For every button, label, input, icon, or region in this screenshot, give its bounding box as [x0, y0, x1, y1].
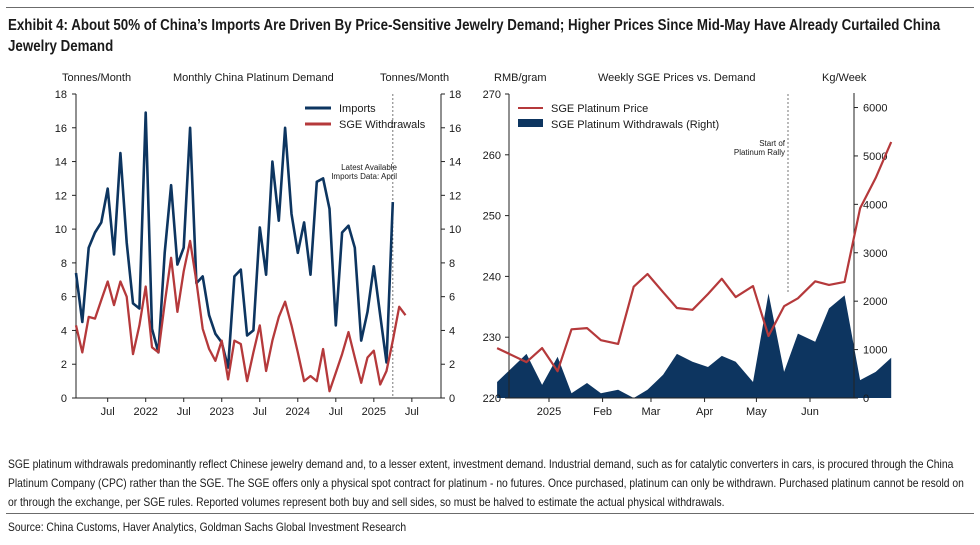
- right-ytick-label-left: 230: [483, 332, 501, 344]
- right-xtick-label: May: [746, 406, 767, 418]
- left-chart-legend: Imports SGE Withdrawals: [305, 103, 426, 131]
- left-ytick-label-left: 16: [55, 123, 67, 135]
- right-ytick-label-right: 2000: [863, 296, 887, 308]
- sge-withdrawals-line: [74, 239, 407, 393]
- legend-sge-label: SGE Withdrawals: [339, 119, 426, 131]
- legend-imports-label: Imports: [339, 103, 376, 115]
- right-ytick-label-right: 4000: [863, 199, 887, 211]
- left-chart-title: Monthly China Platinum Demand: [173, 72, 334, 84]
- right-chart-ylabel-right: Kg/Week: [822, 72, 867, 84]
- right-chart-ylabel-left: RMB/gram: [494, 72, 547, 84]
- source-rule: [6, 513, 974, 514]
- left-xtick-label: 2024: [286, 406, 310, 418]
- source-line: Source: China Customs, Haver Analytics, …: [8, 520, 407, 534]
- left-ytick-label-left: 6: [61, 292, 67, 304]
- right-ytick-label-left: 260: [483, 150, 501, 162]
- left-ytick-label-right: 6: [449, 292, 455, 304]
- right-chart-title: Weekly SGE Prices vs. Demand: [598, 72, 756, 84]
- left-ytick-label-right: 16: [449, 123, 461, 135]
- left-xtick-label: 2022: [133, 406, 157, 418]
- left-ytick-label-left: 12: [55, 190, 67, 202]
- sge-withdrawals-area: [497, 293, 892, 398]
- rally-annotation-line2: Platinum Rally: [734, 148, 785, 157]
- right-ytick-label-left: 240: [483, 271, 501, 283]
- right-chart-legend: SGE Platinum Price SGE Platinum Withdraw…: [518, 103, 719, 131]
- right-ytick-label-left: 250: [483, 211, 501, 223]
- latest-data-annotation-line2: Imports Data: April: [331, 172, 397, 181]
- right-xtick-label: Mar: [642, 406, 661, 418]
- right-xtick-label: Jun: [801, 406, 819, 418]
- left-ytick-label-left: 10: [55, 224, 67, 236]
- right-xtick-label: 2025: [537, 406, 561, 418]
- left-xtick-label: Jul: [329, 406, 343, 418]
- left-xtick-label: Jul: [101, 406, 115, 418]
- right-ytick-label-right: 0: [863, 393, 869, 405]
- left-xtick-label: Jul: [253, 406, 267, 418]
- left-ytick-label-left: 18: [55, 89, 67, 101]
- left-ytick-label-right: 18: [449, 89, 461, 101]
- left-ytick-label-right: 4: [449, 325, 455, 337]
- exhibit-title: Exhibit 4: About 50% of China’s Imports …: [8, 17, 941, 55]
- right-ytick-label-right: 5000: [863, 151, 887, 163]
- rally-annotation-line1: Start of: [759, 139, 786, 148]
- left-xtick-label: Jul: [405, 406, 419, 418]
- left-ytick-label-left: 2: [61, 359, 67, 371]
- right-xtick-label: Apr: [696, 406, 713, 418]
- left-ytick-label-right: 0: [449, 393, 455, 405]
- left-ytick-label-right: 8: [449, 258, 455, 270]
- right-xtick-label: Feb: [593, 406, 612, 418]
- left-ytick-label-right: 12: [449, 190, 461, 202]
- footnote: SGE platinum withdrawals predominantly r…: [8, 457, 964, 509]
- left-ytick-label-left: 14: [55, 157, 67, 169]
- latest-data-annotation-line1: Latest Available: [341, 163, 397, 172]
- sge-price-line: [496, 141, 893, 373]
- left-ytick-label-right: 10: [449, 224, 461, 236]
- right-ytick-label-right: 6000: [863, 103, 887, 115]
- left-ytick-label-left: 0: [61, 393, 67, 405]
- right-ytick-label-right: 1000: [863, 345, 887, 357]
- legend-withdrawals-label: SGE Platinum Withdrawals (Right): [551, 119, 719, 131]
- left-chart-ylabel-left: Tonnes/Month: [62, 72, 131, 84]
- left-ytick-label-left: 4: [61, 325, 67, 337]
- right-chart: RMB/gram Weekly SGE Prices vs. Demand Kg…: [483, 72, 893, 418]
- right-ytick-label-left: 220: [483, 393, 501, 405]
- legend-price-label: SGE Platinum Price: [551, 103, 648, 115]
- imports-line: [74, 111, 395, 369]
- left-chart: Tonnes/Month Monthly China Platinum Dema…: [55, 72, 462, 418]
- left-xtick-label: 2023: [210, 406, 234, 418]
- left-chart-ylabel-right: Tonnes/Month: [380, 72, 449, 84]
- left-ytick-label-right: 14: [449, 157, 461, 169]
- right-ytick-label-left: 270: [483, 89, 501, 101]
- right-ytick-label-right: 3000: [863, 248, 887, 260]
- left-ytick-label-left: 8: [61, 258, 67, 270]
- top-rule: [6, 7, 974, 8]
- legend-withdrawals-swatch: [518, 119, 543, 127]
- left-xtick-label: Jul: [177, 406, 191, 418]
- left-ytick-label-right: 2: [449, 359, 455, 371]
- left-xtick-label: 2025: [362, 406, 386, 418]
